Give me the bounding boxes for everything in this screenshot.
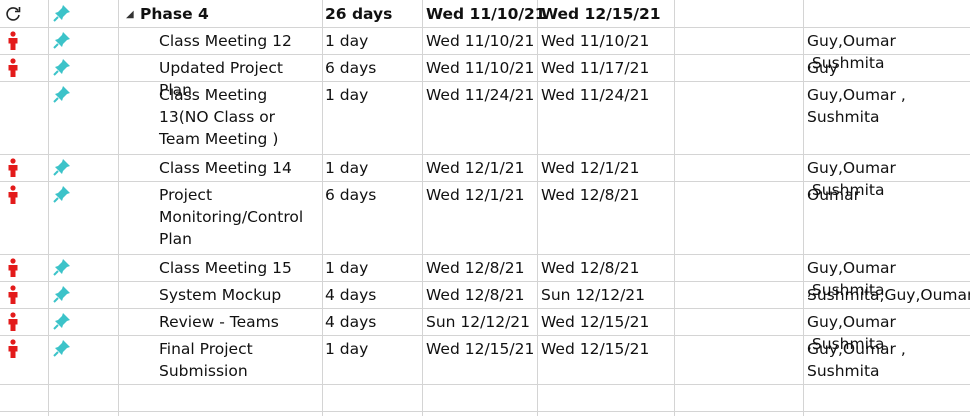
task-resources: Sushmita,Guy,Oumar — [807, 286, 970, 304]
column-divider — [674, 0, 675, 416]
pin-icon — [53, 58, 71, 76]
task-resources: Guy,Oumar ,Sushmita — [807, 259, 896, 299]
task-resources: Guy,Oumar , Sushmita — [807, 340, 906, 380]
task-name: Class Meeting 14 — [159, 159, 292, 177]
column-divider — [422, 0, 423, 416]
pin-icon — [53, 85, 71, 103]
task-finish: Wed 11/10/21 — [541, 32, 650, 50]
column-divider — [118, 0, 119, 416]
task-duration: 1 day — [325, 159, 369, 177]
task-resources: Oumar — [807, 186, 860, 204]
task-finish: Wed 11/17/21 — [541, 59, 650, 77]
refresh-icon[interactable] — [4, 5, 22, 23]
task-start: Sun 12/12/21 — [426, 313, 531, 331]
row-divider — [0, 181, 970, 182]
summary-duration: 26 days — [325, 5, 393, 23]
task-resources: Guy,Oumar ,Sushmita — [807, 32, 896, 72]
task-finish: Wed 12/15/21 — [541, 340, 650, 358]
row-divider — [0, 54, 970, 55]
task-name: Class Meeting 12 — [159, 32, 292, 50]
task-start: Wed 12/1/21 — [426, 186, 525, 204]
row-divider — [0, 254, 970, 255]
task-finish: Wed 11/24/21 — [541, 86, 650, 104]
pin-icon — [53, 185, 71, 203]
pin-icon — [53, 285, 71, 303]
task-start: Wed 12/15/21 — [426, 340, 535, 358]
task-resources: Guy,Oumar ,Sushmita — [807, 313, 896, 353]
task-duration: 1 day — [325, 32, 369, 50]
pin-icon — [53, 312, 71, 330]
task-resources: Guy,Oumar , Sushmita — [807, 86, 906, 126]
task-finish: Wed 12/15/21 — [541, 313, 650, 331]
task-duration: 4 days — [325, 286, 377, 304]
task-finish: Sun 12/12/21 — [541, 286, 646, 304]
row-divider — [0, 308, 970, 309]
task-name: Class Meeting 15 — [159, 259, 292, 277]
task-name: Project Monitoring/Control Plan — [159, 186, 304, 248]
task-finish: Wed 12/8/21 — [541, 186, 640, 204]
pin-icon — [53, 4, 71, 22]
row-divider — [0, 27, 970, 28]
task-name: Review - Teams — [159, 313, 279, 331]
row-divider — [0, 384, 970, 385]
row-divider — [0, 411, 970, 412]
task-start: Wed 12/8/21 — [426, 286, 525, 304]
column-divider — [537, 0, 538, 416]
task-start: Wed 11/24/21 — [426, 86, 535, 104]
pin-icon — [53, 31, 71, 49]
person-icon — [7, 58, 19, 78]
task-resources: Guy — [807, 59, 839, 77]
row-divider — [0, 154, 970, 155]
task-start: Wed 11/10/21 — [426, 32, 535, 50]
task-duration: 1 day — [325, 259, 369, 277]
column-divider — [48, 0, 49, 416]
pin-icon — [53, 258, 71, 276]
person-icon — [7, 339, 19, 359]
task-finish: Wed 12/1/21 — [541, 159, 640, 177]
task-duration: 1 day — [325, 86, 369, 104]
pin-icon — [53, 339, 71, 357]
row-divider — [0, 281, 970, 282]
task-start: Wed 12/8/21 — [426, 259, 525, 277]
task-duration: 4 days — [325, 313, 377, 331]
person-icon — [7, 31, 19, 51]
summary-finish: Wed 12/15/21 — [541, 5, 661, 23]
task-finish: Wed 12/8/21 — [541, 259, 640, 277]
pin-icon — [53, 158, 71, 176]
person-icon — [7, 312, 19, 332]
task-start: Wed 12/1/21 — [426, 159, 525, 177]
task-start: Wed 11/10/21 — [426, 59, 535, 77]
task-duration: 6 days — [325, 186, 377, 204]
task-name: Updated Project Plan — [159, 59, 283, 99]
row-divider — [0, 335, 970, 336]
task-name: Final Project Submission — [159, 340, 253, 380]
person-icon — [7, 158, 19, 178]
person-icon — [7, 185, 19, 205]
summary-name: Phase 4 — [140, 5, 209, 23]
person-icon — [7, 285, 19, 305]
task-name: System Mockup — [159, 286, 282, 304]
task-duration: 1 day — [325, 340, 369, 358]
column-divider — [803, 0, 804, 416]
task-duration: 6 days — [325, 59, 377, 77]
task-resources: Guy,Oumar ,Sushmita — [807, 159, 896, 199]
person-icon — [7, 258, 19, 278]
task-name: Class Meeting 13(NO Class or Team Meetin… — [159, 86, 279, 148]
summary-start: Wed 11/10/21 — [426, 5, 546, 23]
column-divider — [322, 0, 323, 416]
row-divider — [0, 81, 970, 82]
collapse-triangle-icon[interactable]: ◢ — [126, 9, 134, 20]
